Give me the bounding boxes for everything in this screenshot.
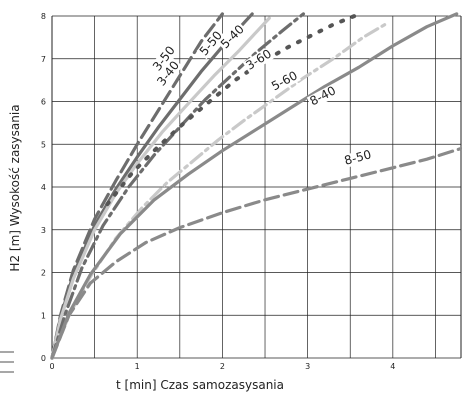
x-tick-label: 1 [135,362,140,371]
series-line-3-60 [105,14,357,207]
series-label-bg [242,46,276,74]
series-label-bg [196,27,226,60]
series-label-bg [217,21,248,53]
y-tick-label: 3 [41,226,46,235]
y-tick-label: 5 [41,140,46,149]
y-tick-label: 7 [41,55,46,64]
series-layer [50,12,462,360]
series-line-5-50 [50,16,271,360]
y-tick-label: 0 [41,354,46,363]
y-tick-label: 4 [41,183,46,192]
series-label-8-50: 8-50 [343,147,373,168]
series-label-bg [341,147,375,169]
y-tick-label: 8 [41,12,46,21]
series-label-bg [306,83,340,110]
series-label-bg [149,42,179,75]
axis-ticks: 0 1 2 3 4 5 6 7 8 0 1 2 3 4 [41,12,395,371]
series-label-bg [154,57,183,90]
y-tick-label: 6 [41,98,46,107]
series-line-5-40 [50,12,305,360]
series-line-5-60 [50,20,391,360]
y-tick-label: 1 [41,311,46,320]
x-tick-label: 0 [49,362,54,371]
x-tick-label: 2 [220,362,225,371]
series-line-8-40 [50,12,459,360]
series-line-8-50 [50,146,462,360]
series-label-group: 8-50 [341,147,375,169]
y-tick-label: 2 [41,269,46,278]
x-tick-label: 4 [390,362,395,371]
x-tick-label: 3 [305,362,310,371]
series-label-bg [268,68,301,95]
grid-lines [0,15,462,373]
y-axis-title: H2 [m] Wysokość zasysania [8,104,22,271]
x-axis-title: t [min] Czas samozasysania [116,378,284,392]
series-label-8-40: 8-40 [308,83,339,108]
